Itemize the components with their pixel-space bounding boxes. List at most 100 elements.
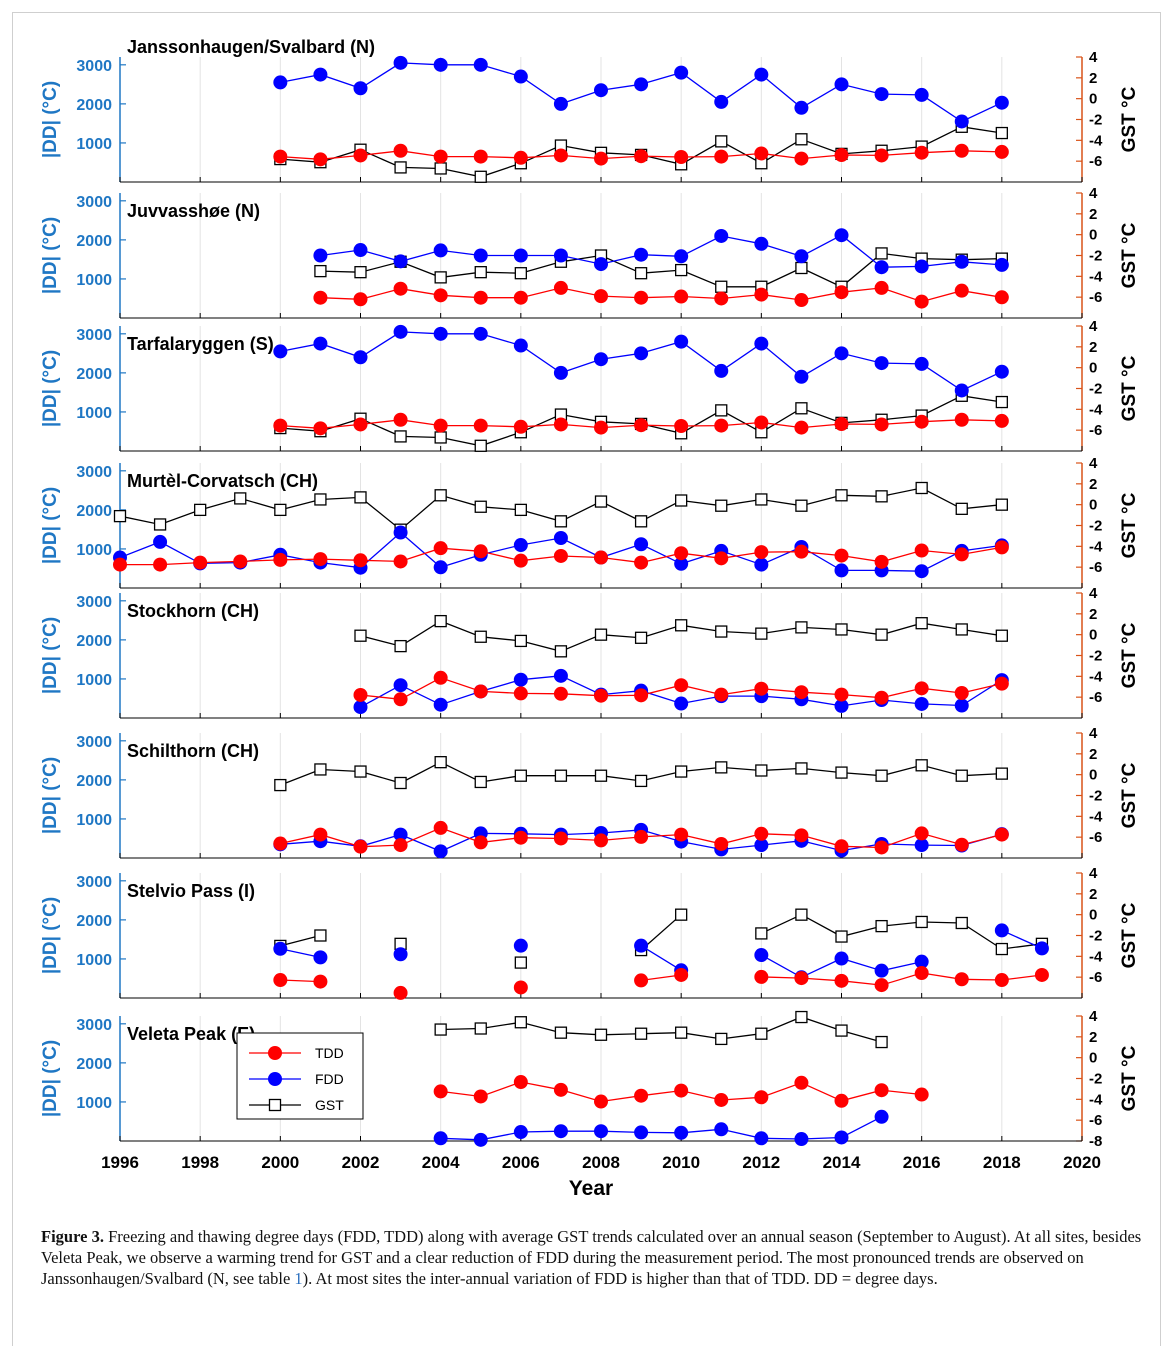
tdd-marker: [714, 687, 729, 702]
tdd-marker: [914, 681, 929, 696]
tdd-marker: [473, 149, 488, 164]
left-tick-label: 2000: [76, 913, 112, 930]
fdd-marker: [674, 249, 689, 264]
gst-marker: [314, 763, 327, 776]
right-tick-label: -6: [1089, 969, 1102, 986]
right-tick-label: 4: [1089, 585, 1098, 602]
right-tick-label: 2: [1089, 339, 1097, 356]
tdd-marker: [594, 833, 608, 848]
gst-marker: [554, 515, 568, 528]
gst-marker: [675, 765, 688, 778]
right-axis-label: GST °C: [1119, 762, 1140, 828]
left-tick-label: 1000: [76, 812, 112, 829]
fdd-marker: [834, 346, 849, 361]
tdd-marker: [553, 280, 568, 295]
fdd-marker: [914, 87, 929, 102]
right-axis-label: GST °C: [1119, 222, 1140, 288]
fdd-marker: [273, 344, 288, 359]
gst-marker: [514, 769, 527, 782]
fdd-marker: [794, 249, 809, 264]
gst-marker: [474, 500, 487, 513]
fdd-marker: [353, 81, 368, 96]
panel-title: Veleta Peak (E): [127, 1024, 255, 1044]
tdd-marker: [914, 543, 929, 558]
fdd-marker: [313, 67, 328, 82]
left-axis-label: |DD| (°C): [40, 617, 61, 694]
tdd-marker: [914, 966, 929, 980]
x-tick-label: 2006: [502, 1153, 540, 1172]
fdd-marker: [553, 1124, 568, 1139]
tdd-marker: [914, 414, 929, 429]
gst-marker: [474, 775, 487, 789]
gst-marker: [594, 628, 608, 641]
fdd-marker: [834, 698, 849, 713]
fdd-marker: [634, 247, 649, 262]
left-tick-label: 2000: [76, 233, 112, 250]
tdd-marker: [594, 151, 608, 166]
caption-table-link[interactable]: 1: [294, 1269, 303, 1288]
gst-marker: [755, 493, 768, 506]
tdd-marker: [794, 685, 809, 700]
gst-marker: [514, 267, 527, 280]
left-tick-label: 3000: [76, 464, 112, 481]
gst-marker: [795, 762, 808, 775]
left-tick-label: 3000: [76, 594, 112, 611]
right-tick-label: -6: [1089, 289, 1102, 306]
panel-title: Stockhorn (CH): [127, 601, 259, 621]
fdd-marker: [914, 954, 929, 969]
gst-marker: [915, 759, 928, 772]
tdd-marker: [353, 687, 368, 702]
right-tick-label: 2: [1089, 70, 1097, 87]
gst-marker: [113, 509, 127, 523]
tdd-marker: [393, 554, 408, 569]
legend-marker: [268, 1046, 282, 1060]
right-tick-label: -4: [1089, 808, 1103, 825]
tdd-marker: [914, 294, 929, 309]
tdd-marker: [954, 972, 969, 987]
fdd-marker: [353, 700, 368, 715]
gst-marker: [995, 395, 1008, 409]
right-tick-label: 4: [1089, 455, 1098, 472]
gst-marker: [755, 927, 768, 940]
fdd-marker: [393, 324, 408, 339]
tdd-marker: [674, 1083, 689, 1098]
x-tick-label: 2008: [582, 1153, 620, 1172]
gst-marker: [314, 264, 327, 278]
fdd-marker: [433, 57, 448, 72]
fdd-marker: [433, 243, 448, 258]
left-tick-label: 1000: [76, 672, 112, 689]
tdd-marker: [353, 292, 368, 307]
x-tick-label: 2020: [1063, 1153, 1101, 1172]
fdd-marker: [513, 538, 528, 553]
fdd-marker: [914, 696, 929, 711]
fdd-marker: [834, 228, 849, 243]
fdd-marker: [433, 697, 448, 712]
fdd-marker: [994, 923, 1009, 938]
fdd-marker: [393, 827, 408, 842]
fdd-marker: [714, 94, 729, 109]
tdd-marker: [393, 143, 408, 158]
tdd-marker: [954, 837, 969, 852]
gst-marker: [554, 769, 568, 782]
gst-marker: [715, 1032, 728, 1046]
tdd-marker: [874, 280, 889, 295]
tdd-marker: [714, 1092, 729, 1107]
gst-marker: [434, 614, 447, 628]
gst-marker: [835, 766, 848, 779]
tdd-marker: [513, 553, 528, 568]
legend-label: GST: [315, 1097, 344, 1113]
tdd-marker: [674, 546, 689, 561]
fdd-marker: [553, 96, 568, 111]
tdd-marker: [634, 829, 649, 844]
fdd-marker: [954, 254, 969, 269]
fdd-marker: [473, 248, 488, 263]
tdd-marker: [433, 541, 448, 556]
left-tick-label: 1000: [76, 952, 112, 969]
right-tick-label: 4: [1089, 185, 1098, 202]
fdd-marker: [834, 563, 849, 578]
gst-marker: [634, 774, 648, 788]
gst-marker: [514, 956, 527, 969]
gst-marker: [955, 623, 968, 636]
tdd-marker: [954, 547, 969, 562]
